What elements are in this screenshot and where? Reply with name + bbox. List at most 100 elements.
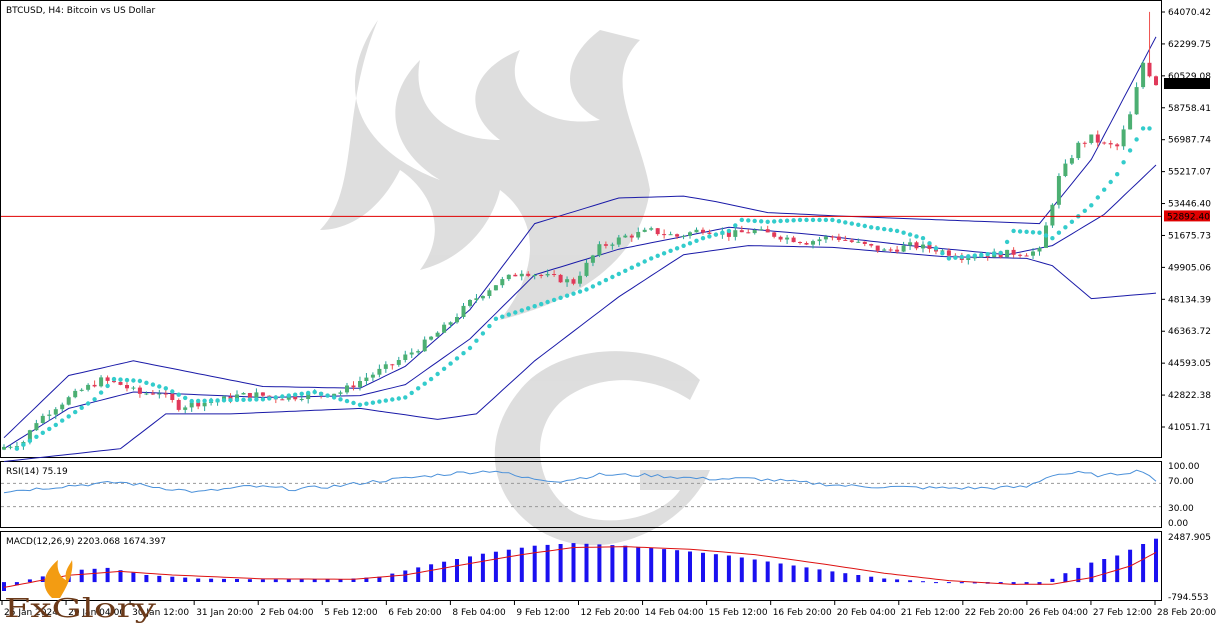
candle-body: [150, 393, 155, 395]
sar-dot: [558, 295, 563, 300]
sar-dot: [221, 398, 227, 403]
sar-dot: [66, 414, 71, 419]
rsi-line: [3, 469, 1157, 494]
sar-dot: [215, 398, 220, 403]
sar-dot: [118, 377, 123, 382]
price-tick-label: 46363.72: [1168, 327, 1211, 337]
macd-bar: [235, 579, 239, 582]
sar-dot: [998, 250, 1003, 256]
sar-dot: [869, 225, 874, 230]
macd-bar: [688, 551, 692, 583]
candle-body: [1024, 255, 1029, 257]
price-tick-label: 42822.38: [1168, 391, 1211, 401]
candle-body: [448, 322, 453, 325]
candle-body: [474, 298, 479, 300]
sar-dot: [1030, 230, 1036, 235]
candle-body: [435, 332, 440, 337]
candle-body: [364, 377, 369, 381]
logo-text: FxGlory: [4, 594, 156, 624]
macd-bar: [701, 552, 705, 582]
price-tick-label: 55217.07: [1168, 168, 1211, 178]
sar-dot: [584, 287, 589, 292]
sar-dot: [1004, 239, 1010, 245]
candle-body: [681, 235, 686, 237]
macd-bar: [1089, 562, 1094, 583]
time-tick-label: 15 Feb 12:00: [709, 608, 768, 618]
sar-dot: [390, 397, 395, 402]
sar-dot: [1095, 195, 1101, 200]
candle-body: [480, 296, 485, 299]
sar-dot: [668, 248, 673, 253]
macd-bar: [286, 579, 291, 583]
candle-body: [513, 274, 518, 277]
candle-body: [396, 360, 401, 365]
price-tick-label: 44593.05: [1168, 359, 1211, 369]
candle-body: [332, 393, 337, 396]
candle-body: [280, 399, 285, 401]
candle-body: [202, 402, 207, 407]
macd-bar: [183, 577, 188, 582]
candle-body: [882, 249, 887, 251]
candle-body: [86, 384, 91, 390]
candle-body: [390, 364, 395, 366]
sar-dot: [616, 271, 621, 277]
price-tick-label: 48134.39: [1168, 295, 1211, 305]
candle-body: [733, 230, 738, 237]
sar-dot: [733, 223, 738, 228]
macd-bar: [584, 543, 589, 583]
sar-dot: [176, 392, 181, 397]
macd-bar: [959, 582, 964, 584]
macd-bar: [442, 561, 447, 583]
macd-bar: [636, 546, 641, 583]
sar-dot: [1037, 230, 1042, 235]
macd-bar: [830, 571, 835, 582]
price-tick-label: 49905.06: [1168, 263, 1211, 273]
candle-body: [1128, 114, 1133, 130]
candle-body: [131, 387, 136, 389]
bollinger-upper-line: [3, 36, 1157, 439]
macd-bar: [843, 573, 848, 583]
rsi-tick-label: 100.00: [1168, 462, 1200, 472]
sar-dot: [914, 234, 919, 239]
sar-dot: [610, 274, 615, 280]
macd-bar: [351, 578, 356, 582]
candle-body: [571, 279, 576, 284]
candle-body: [688, 232, 692, 236]
candle-body: [843, 239, 848, 241]
macd-bar: [1037, 582, 1042, 585]
macd-bar: [662, 549, 667, 583]
sar-dot: [597, 281, 602, 286]
candle-body: [383, 364, 388, 369]
macd-bar: [972, 582, 977, 584]
macd-bar: [791, 565, 796, 583]
sar-dot: [882, 226, 887, 232]
sar-dot: [817, 217, 822, 223]
candle-body: [610, 244, 615, 246]
sar-dot: [700, 236, 706, 241]
macd-bar: [597, 544, 602, 582]
candle-body: [578, 275, 582, 284]
candle-body: [519, 273, 524, 277]
sar-dot: [435, 371, 440, 377]
candle-body: [636, 231, 641, 238]
price-tick-label: 56987.74: [1168, 136, 1211, 146]
macd-bar: [157, 575, 162, 583]
rsi-pane: [0, 461, 1162, 528]
candle-body: [565, 279, 570, 283]
sar-dot: [364, 401, 369, 406]
time-tick-label: 20 Feb 04:00: [837, 608, 896, 618]
sar-dot: [73, 409, 78, 415]
sar-dot: [487, 323, 492, 329]
sar-dot: [247, 397, 253, 402]
macd-bar: [312, 579, 317, 583]
sar-dot: [1134, 137, 1139, 142]
sar-dot: [1102, 187, 1107, 192]
candle-body: [351, 385, 356, 388]
macd-bar: [338, 579, 343, 583]
macd-bar: [519, 547, 524, 582]
sar-dot: [111, 376, 117, 382]
sar-dot: [661, 251, 667, 256]
candle-body: [668, 234, 673, 236]
price-tick-label: 41051.71: [1168, 423, 1211, 433]
candle-body: [455, 317, 459, 323]
